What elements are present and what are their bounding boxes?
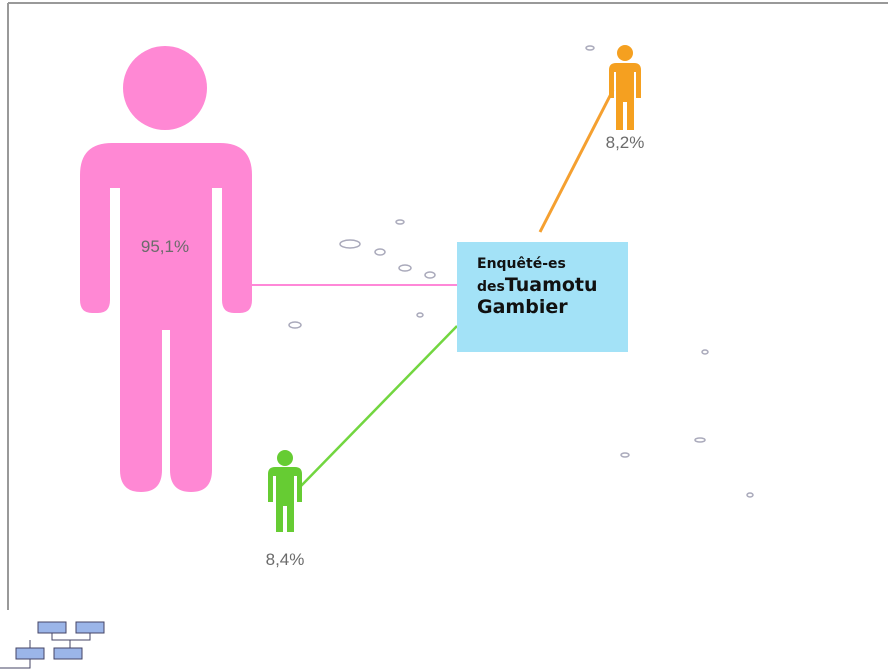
link-green — [299, 325, 458, 488]
thumbnail — [0, 621, 105, 669]
pct-label: 95,1% — [141, 237, 189, 256]
link-orange — [538, 89, 615, 233]
islands — [288, 45, 754, 498]
center-line: Enquêté-es — [477, 256, 566, 272]
center-box: Enquêté-es desTuamotu Gambier — [457, 242, 628, 352]
pct-label: 8,2% — [606, 133, 645, 152]
pct-label: 8,4% — [266, 550, 305, 569]
figure-pink — [80, 46, 252, 492]
center-name: Tuamotu — [504, 274, 598, 296]
figure-green — [268, 450, 302, 532]
center-name: Gambier — [477, 296, 568, 318]
figure-orange — [609, 45, 641, 130]
center-line: des — [477, 279, 505, 295]
